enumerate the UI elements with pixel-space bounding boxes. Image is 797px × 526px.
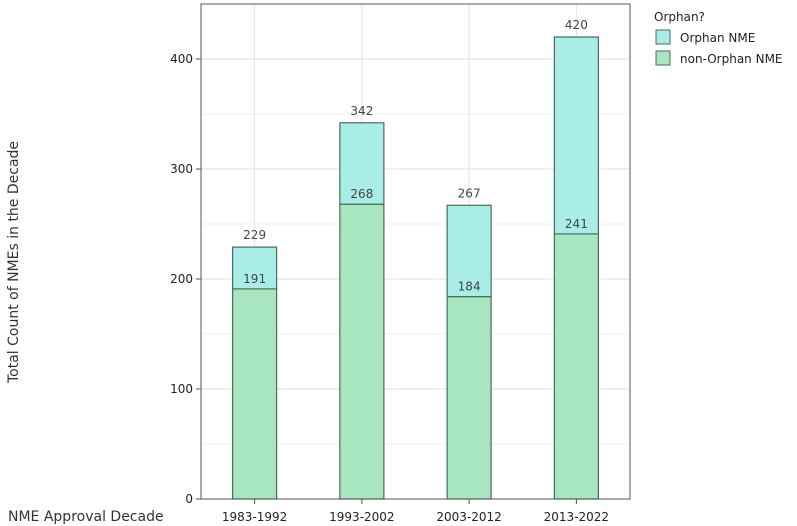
x-tick-label: 2013-2022 bbox=[544, 510, 609, 524]
y-axis-title: Total Count of NMEs in the Decade bbox=[6, 141, 22, 384]
data-label-non-orphan: 184 bbox=[458, 280, 481, 294]
x-tick-label: 2003-2012 bbox=[436, 510, 501, 524]
x-axis-title: NME Approval Decade bbox=[8, 509, 164, 525]
data-labels: 191 229 268 342 184 267 241 420 bbox=[243, 18, 588, 294]
y-tick-label: 400 bbox=[170, 52, 193, 66]
legend-entry-non-orphan: non-Orphan NME bbox=[680, 52, 783, 66]
x-tick-label: 1993-2002 bbox=[329, 510, 394, 524]
y-tick-label: 0 bbox=[185, 492, 193, 506]
data-label-non-orphan: 241 bbox=[565, 217, 588, 231]
legend-title: Orphan? bbox=[654, 10, 705, 24]
bar-non-orphan-nme-2003-2012 bbox=[446, 296, 492, 500]
bar-non-orphan-nme-1993-2002 bbox=[339, 203, 385, 500]
data-label-total: 229 bbox=[243, 228, 266, 242]
bar-orphan-nme-2003-2012 bbox=[446, 204, 492, 298]
y-tick-label: 100 bbox=[170, 382, 193, 396]
bar-orphan-nme-2013-2022 bbox=[553, 36, 599, 235]
bar-orphan-nme-1993-2002 bbox=[339, 122, 385, 205]
bar-non-orphan-nme-2013-2022 bbox=[553, 233, 599, 500]
y-tick-label: 200 bbox=[170, 272, 193, 286]
y-tick-label: 300 bbox=[170, 162, 193, 176]
bars bbox=[232, 36, 599, 500]
x-axis-ticks: 1983-1992 1993-2002 2003-2012 2013-2022 bbox=[222, 499, 609, 524]
data-label-total: 420 bbox=[565, 18, 588, 32]
y-axis-ticks: 0 100 200 300 400 bbox=[170, 52, 201, 506]
data-label-total: 267 bbox=[458, 186, 481, 200]
legend-entry-orphan: Orphan NME bbox=[680, 31, 755, 45]
legend-swatch-orphan bbox=[655, 29, 671, 45]
legend-swatch-non-orphan bbox=[655, 50, 671, 66]
bar-non-orphan-nme-1983-1992 bbox=[232, 288, 278, 500]
data-label-total: 342 bbox=[350, 104, 373, 118]
legend: Orphan? Orphan NME non-Orphan NME bbox=[654, 10, 783, 66]
plot-border bbox=[200, 3, 631, 500]
data-label-non-orphan: 268 bbox=[350, 187, 373, 201]
x-tick-label: 1983-1992 bbox=[222, 510, 287, 524]
bar-orphan-nme-1983-1992 bbox=[232, 246, 278, 290]
data-label-non-orphan: 191 bbox=[243, 272, 266, 286]
